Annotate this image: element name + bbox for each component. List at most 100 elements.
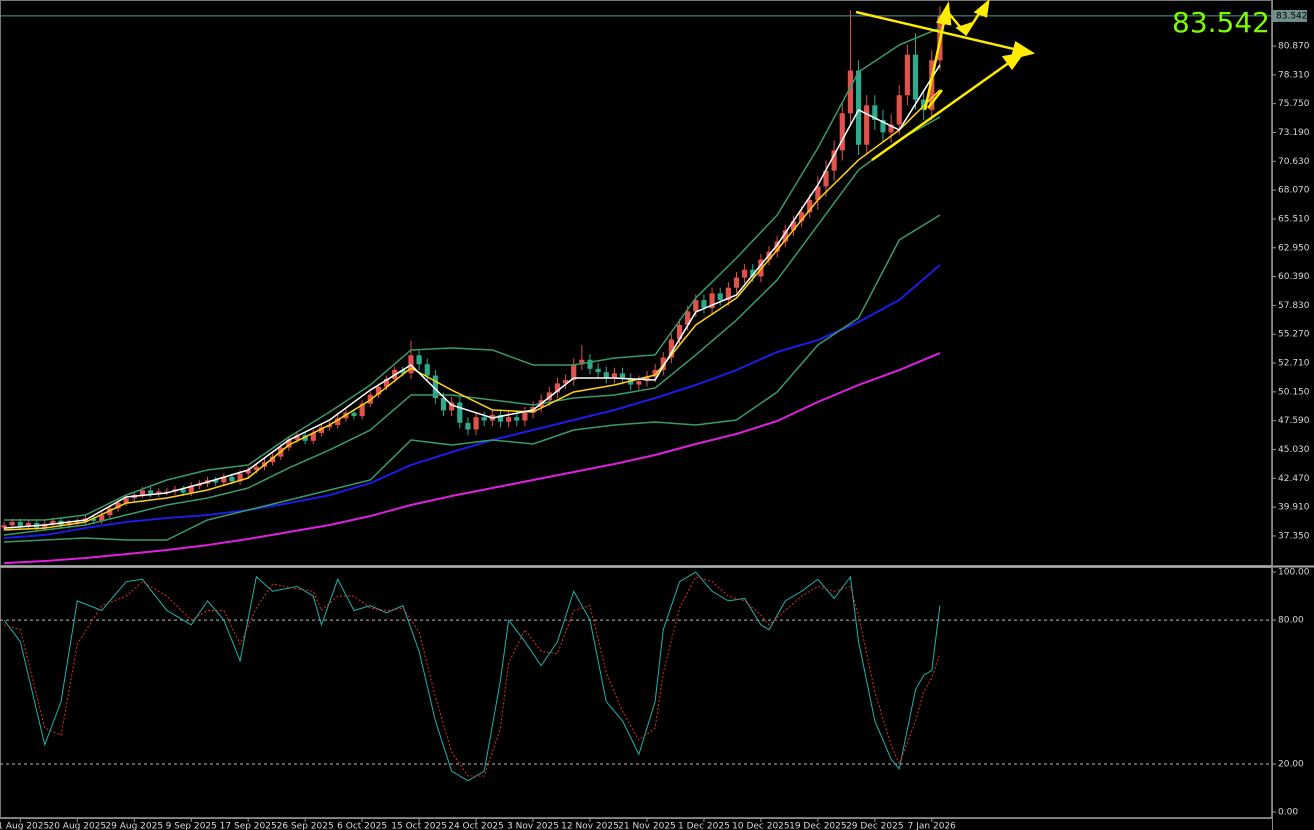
candle-body — [42, 524, 48, 528]
candle-body — [685, 311, 691, 325]
candle-body — [359, 403, 365, 417]
x-tick-label: 19 Dec 2025 — [789, 822, 847, 830]
candle-body — [611, 373, 618, 378]
candle-body — [221, 476, 227, 483]
candle-body — [717, 293, 723, 301]
candle-body — [270, 456, 276, 463]
y-tick-label: 62.950 — [1278, 243, 1310, 253]
candle-body — [99, 515, 105, 521]
candle-body — [188, 485, 194, 493]
annotation-arrowhead — [955, 21, 973, 36]
candle-body — [912, 54, 919, 100]
candle-body — [318, 427, 325, 433]
y-tick-label: 80.00 — [1278, 616, 1304, 626]
x-tick-label: 12 Nov 2025 — [561, 822, 619, 830]
candle-body — [424, 364, 430, 376]
candle-body — [709, 293, 715, 308]
candle-body — [457, 402, 463, 423]
candle-body — [921, 99, 927, 110]
candle-body — [880, 119, 886, 133]
candle-body — [823, 170, 829, 187]
indicator-line — [4, 27, 941, 521]
candle-body — [107, 508, 113, 516]
candle-body — [701, 300, 707, 308]
candle-body — [742, 269, 748, 278]
annotation-line — [923, 21, 946, 111]
candle-body — [473, 417, 479, 430]
candle-body — [115, 502, 121, 509]
last-price-big: 83.542 — [1172, 6, 1270, 39]
y-tick-label: 70.630 — [1278, 157, 1310, 167]
candle-body — [286, 439, 292, 448]
candle-body — [9, 521, 15, 526]
candle-body — [506, 417, 512, 422]
candle-body — [896, 95, 902, 125]
x-tick-label: 29 Dec 2025 — [846, 822, 904, 830]
candle-body — [603, 372, 609, 378]
candle-body — [554, 383, 561, 393]
candle-body — [855, 70, 862, 145]
candle-body — [50, 520, 56, 525]
indicator-line — [4, 89, 941, 531]
y-tick-label: 65.510 — [1278, 214, 1310, 224]
candle-body — [595, 368, 601, 373]
y-tick-label: 0.00 — [1278, 808, 1298, 818]
candle-body — [562, 380, 569, 384]
candle-body — [310, 432, 316, 441]
candle-body — [25, 523, 32, 527]
annotation-line — [927, 89, 943, 109]
x-tick-label: 7 Jan 2026 — [908, 822, 956, 830]
candle-body — [1, 525, 7, 528]
candle-body — [571, 364, 577, 381]
annotation-arrowhead — [973, 0, 990, 18]
candle-body — [229, 476, 235, 482]
x-tick-label: 6 Oct 2025 — [337, 822, 387, 830]
y-tick-label: 80.870 — [1278, 42, 1310, 52]
candle-body — [839, 113, 845, 151]
candle-body — [807, 199, 813, 213]
annotation-arrowhead — [1001, 52, 1025, 71]
x-tick-label: 3 Nov 2025 — [507, 822, 559, 830]
candle-body — [123, 498, 129, 503]
y-tick-label: 100.00 — [1278, 568, 1310, 578]
indicator-line — [3, 116, 941, 536]
y-tick-label: 20.00 — [1278, 760, 1304, 770]
indicator-line — [4, 214, 941, 543]
candle-body — [481, 417, 487, 421]
y-tick-label: 37.350 — [1278, 531, 1310, 541]
candle-body — [326, 425, 333, 428]
last-price-label: 83.542 — [1276, 11, 1308, 21]
y-tick-label: 57.830 — [1278, 301, 1310, 311]
candle-body — [253, 466, 259, 471]
x-tick-label: 10 Dec 2025 — [732, 822, 790, 830]
candle-body — [758, 259, 764, 277]
candle-body — [587, 359, 593, 369]
candle-body — [400, 369, 406, 374]
x-tick-label: 1 Dec 2025 — [678, 822, 730, 830]
candle-body — [383, 378, 390, 387]
candle-body — [929, 60, 935, 110]
candle-body — [432, 375, 438, 399]
candle-body — [619, 373, 626, 379]
y-tick-label: 75.750 — [1278, 99, 1310, 109]
candle-body — [335, 418, 341, 426]
candle-body — [139, 490, 146, 495]
candle-body — [237, 473, 243, 482]
candle-body — [888, 124, 894, 133]
y-tick-label: 73.190 — [1278, 128, 1310, 138]
candle-body — [351, 412, 357, 417]
candle-body — [90, 518, 97, 521]
x-tick-label: 21 Nov 2025 — [618, 822, 676, 830]
candle-body — [156, 491, 162, 494]
annotation-line — [855, 10, 1019, 52]
x-tick-label: 15 Oct 2025 — [391, 822, 447, 830]
candle-body — [180, 489, 186, 493]
oscillator-line — [3, 576, 941, 777]
last-price-box — [1273, 9, 1307, 22]
candle-body — [514, 417, 520, 421]
candle-body — [660, 357, 666, 370]
candle-body — [636, 381, 642, 385]
candle-body — [693, 300, 699, 312]
